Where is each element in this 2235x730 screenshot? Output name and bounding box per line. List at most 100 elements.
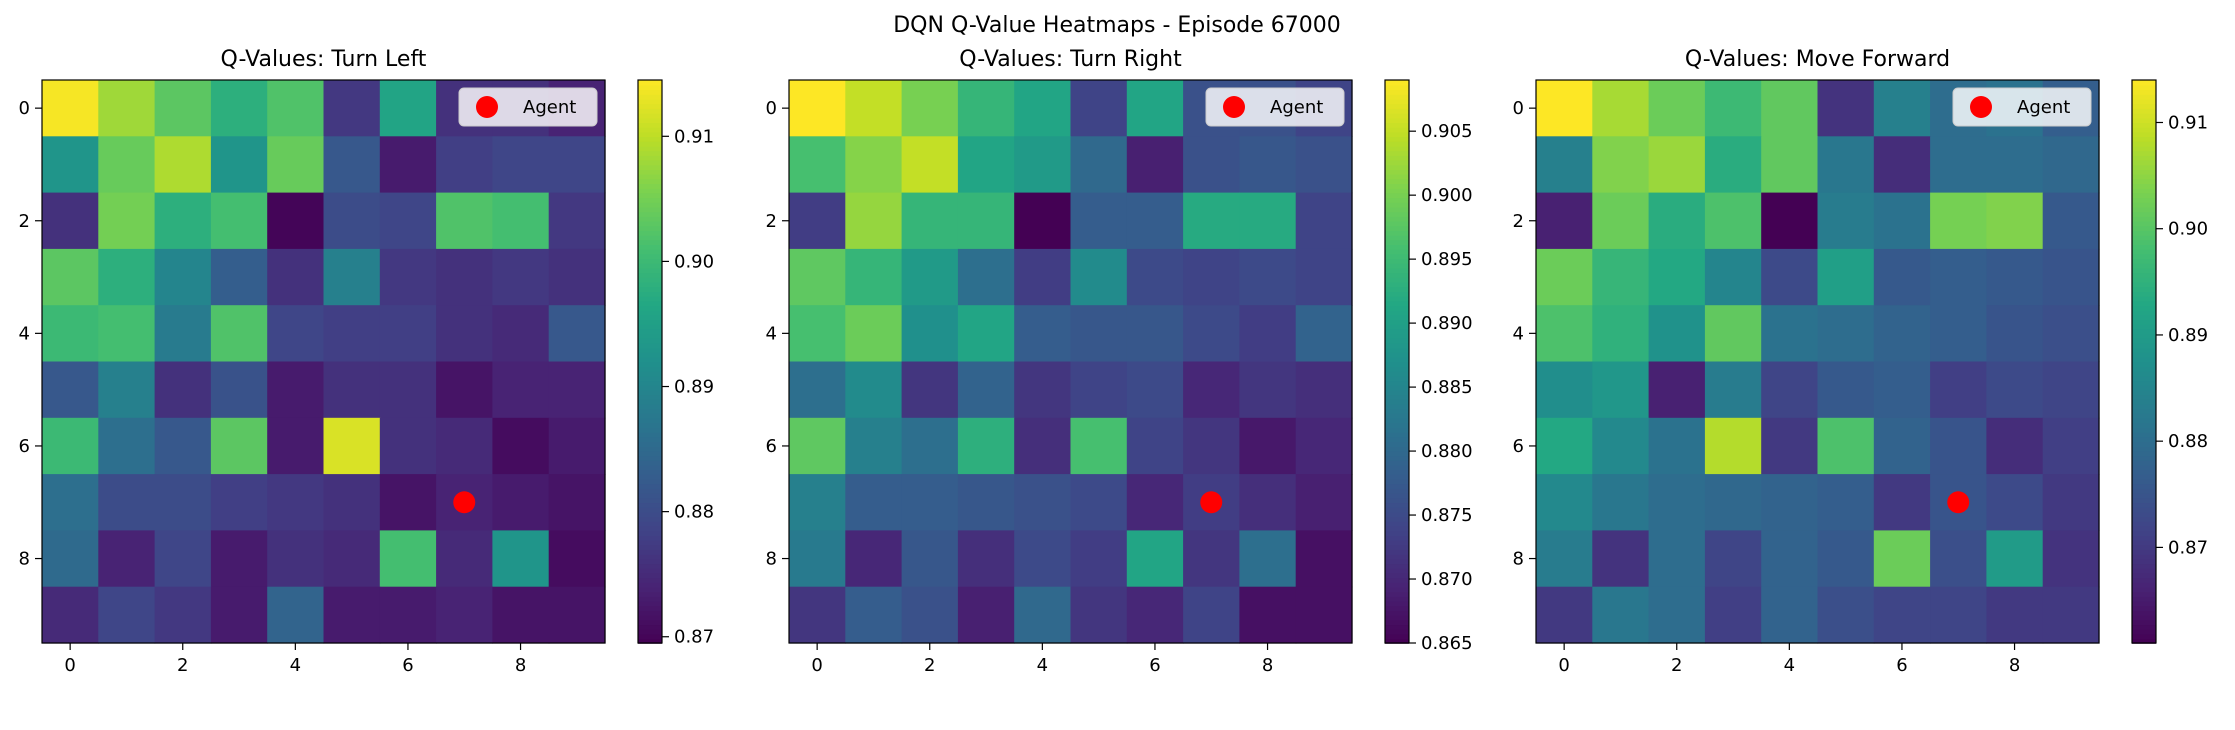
- heatmap-cell: [436, 248, 493, 306]
- heatmap-cell: [1817, 192, 1875, 250]
- heatmap-cell: [1014, 474, 1072, 531]
- colorbar-segment: [1385, 366, 1409, 372]
- colorbar-segment: [1385, 436, 1409, 443]
- colorbar-segment: [1385, 521, 1409, 527]
- colorbar-segment: [638, 544, 662, 550]
- colorbar-segment: [1385, 145, 1409, 152]
- colorbar-segment: [2132, 220, 2156, 227]
- heatmap-cell: [1536, 80, 1593, 137]
- colorbar-segment: [638, 605, 662, 611]
- colorbar-segment: [1385, 281, 1409, 288]
- heatmap-cell: [42, 586, 99, 644]
- heatmap-cell: [845, 530, 903, 588]
- colorbar-segment: [1385, 567, 1409, 574]
- colorbar-segment: [638, 506, 662, 513]
- colorbar-segment: [638, 234, 662, 241]
- heatmap-panel-3: Q-Values: Move Forward 0 2 4 6 8 0 2 4 6 8 Agent 0.8…: [1513, 47, 2209, 676]
- heatmap-cell: [379, 248, 437, 306]
- heatmap-cell: [1014, 80, 1072, 137]
- colorbar-segment: [638, 525, 662, 532]
- colorbar-segment: [2132, 305, 2156, 311]
- heatmap-cell: [1592, 305, 1650, 363]
- colorbar-segment: [1385, 211, 1409, 217]
- panel-title: Q-Values: Move Forward: [1685, 47, 1950, 72]
- y-tick-label: 6: [766, 436, 777, 457]
- heatmap-cell: [1648, 474, 1706, 531]
- colorbar-segment: [2132, 628, 2156, 635]
- colorbar-segment: [1385, 474, 1409, 480]
- colorbar-segment: [2132, 164, 2156, 170]
- colorbar-segment: [638, 596, 662, 602]
- colorbar-segment: [2132, 211, 2156, 217]
- colorbar-segment: [2132, 347, 2156, 353]
- heatmap-cell: [1070, 192, 1128, 250]
- colorbar-segment: [2132, 614, 2156, 621]
- colorbar-segment: [1385, 206, 1409, 213]
- heatmap-cell: [1704, 136, 1762, 194]
- colorbar-segment: [1385, 628, 1409, 635]
- heatmap-cell: [845, 248, 903, 306]
- heatmap-cell: [1592, 474, 1650, 531]
- heatmap-cell: [323, 192, 381, 250]
- colorbar-segment: [638, 333, 662, 339]
- colorbar-segment: [1385, 600, 1409, 607]
- heatmap-cell: [548, 417, 606, 475]
- y-tick-label: 2: [1513, 211, 1524, 232]
- heatmap-cell: [492, 474, 550, 531]
- colorbar-segment: [638, 427, 662, 433]
- legend-box: [458, 87, 598, 127]
- heatmap-cell: [1295, 474, 1353, 531]
- heatmap-cell: [789, 530, 846, 588]
- colorbar-segment: [2132, 441, 2156, 447]
- heatmap-cell: [1295, 192, 1353, 250]
- heatmap-cell: [1239, 530, 1297, 588]
- colorbar-segment: [638, 380, 662, 386]
- heatmap-cell: [1986, 417, 2044, 475]
- heatmap-cell: [1817, 248, 1875, 306]
- colorbar-segment: [638, 511, 662, 518]
- heatmap-cell: [845, 417, 903, 475]
- colorbar-segment: [1385, 577, 1409, 583]
- heatmap-cell: [1986, 192, 2044, 250]
- colorbar-segment: [2132, 394, 2156, 400]
- heatmap-cell: [42, 305, 99, 363]
- heatmap-cell: [1126, 361, 1184, 419]
- colorbar-segment: [1385, 553, 1409, 560]
- colorbar-segment: [1385, 525, 1409, 532]
- colorbar-segment: [638, 567, 662, 574]
- legend: Agent: [458, 87, 598, 127]
- heatmap-cell: [845, 474, 903, 531]
- colorbar-segment: [638, 136, 662, 142]
- heatmap-cell: [1536, 474, 1593, 531]
- colorbar-segment: [638, 464, 662, 471]
- heatmap-cell: [1986, 530, 2044, 588]
- colorbar-segment: [1385, 380, 1409, 386]
- colorbar-segment: [2132, 492, 2156, 499]
- heatmap-cell: [789, 80, 846, 137]
- heatmap-cell: [436, 417, 493, 475]
- colorbar-segment: [638, 300, 662, 306]
- colorbar-segment: [2132, 544, 2156, 550]
- heatmap-cell: [789, 361, 846, 419]
- heatmap-cell: [548, 192, 606, 250]
- heatmap-cell: [1239, 248, 1297, 306]
- heatmap-cell: [1239, 474, 1297, 531]
- colorbar: 0.87 0.88 0.89 0.90 0.91: [2131, 79, 2208, 644]
- heatmap-cell: [323, 248, 381, 306]
- colorbar-segment: [1385, 549, 1409, 555]
- colorbar-segment: [1385, 277, 1409, 283]
- plot-frame: [41, 79, 606, 644]
- colorbar-segment: [2132, 117, 2156, 124]
- colorbar-segment: [1385, 150, 1409, 156]
- colorbar-segment: [1385, 333, 1409, 339]
- heatmap-cell: [1873, 248, 1931, 306]
- colorbar-segment: [638, 460, 662, 466]
- heatmap-cell: [1126, 586, 1184, 644]
- colorbar-segment: [1385, 272, 1409, 278]
- colorbar-tick-label: 0.88: [2168, 431, 2208, 452]
- colorbar-segment: [638, 356, 662, 363]
- heatmap-cell: [1126, 530, 1184, 588]
- colorbar-segment: [1385, 488, 1409, 494]
- colorbar-segment: [638, 558, 662, 565]
- heatmap-cell: [548, 361, 606, 419]
